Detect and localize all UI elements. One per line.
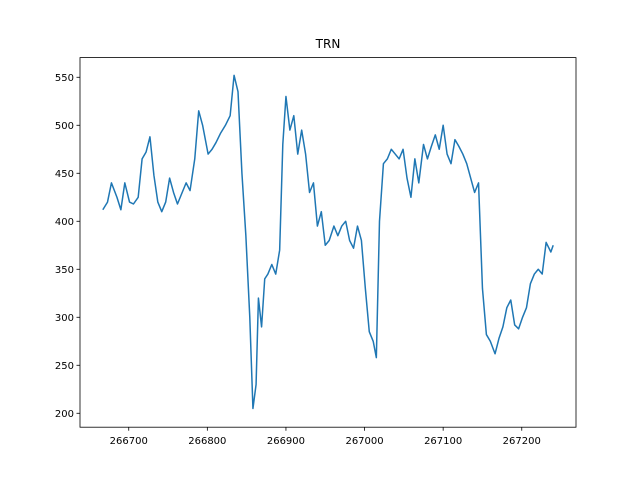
chart-title: TRN bbox=[315, 37, 341, 51]
x-tick-label: 267000 bbox=[345, 436, 383, 447]
y-tick-label: 450 bbox=[55, 169, 74, 180]
y-tick-label: 400 bbox=[55, 217, 74, 228]
y-tick-label: 250 bbox=[55, 361, 74, 372]
y-tick-label: 300 bbox=[55, 313, 74, 324]
plot-frame bbox=[79, 57, 577, 428]
x-tick-label: 266800 bbox=[188, 436, 226, 447]
y-tick-label: 500 bbox=[55, 121, 74, 132]
x-tick-label: 266700 bbox=[110, 436, 148, 447]
y-tick-label: 200 bbox=[55, 409, 74, 420]
x-tick-label: 266900 bbox=[267, 436, 305, 447]
x-tick-label: 267200 bbox=[503, 436, 541, 447]
x-tick-label: 267100 bbox=[424, 436, 462, 447]
y-tick-label: 350 bbox=[55, 265, 74, 276]
y-tick-label: 550 bbox=[55, 73, 74, 84]
data-line bbox=[102, 74, 554, 410]
